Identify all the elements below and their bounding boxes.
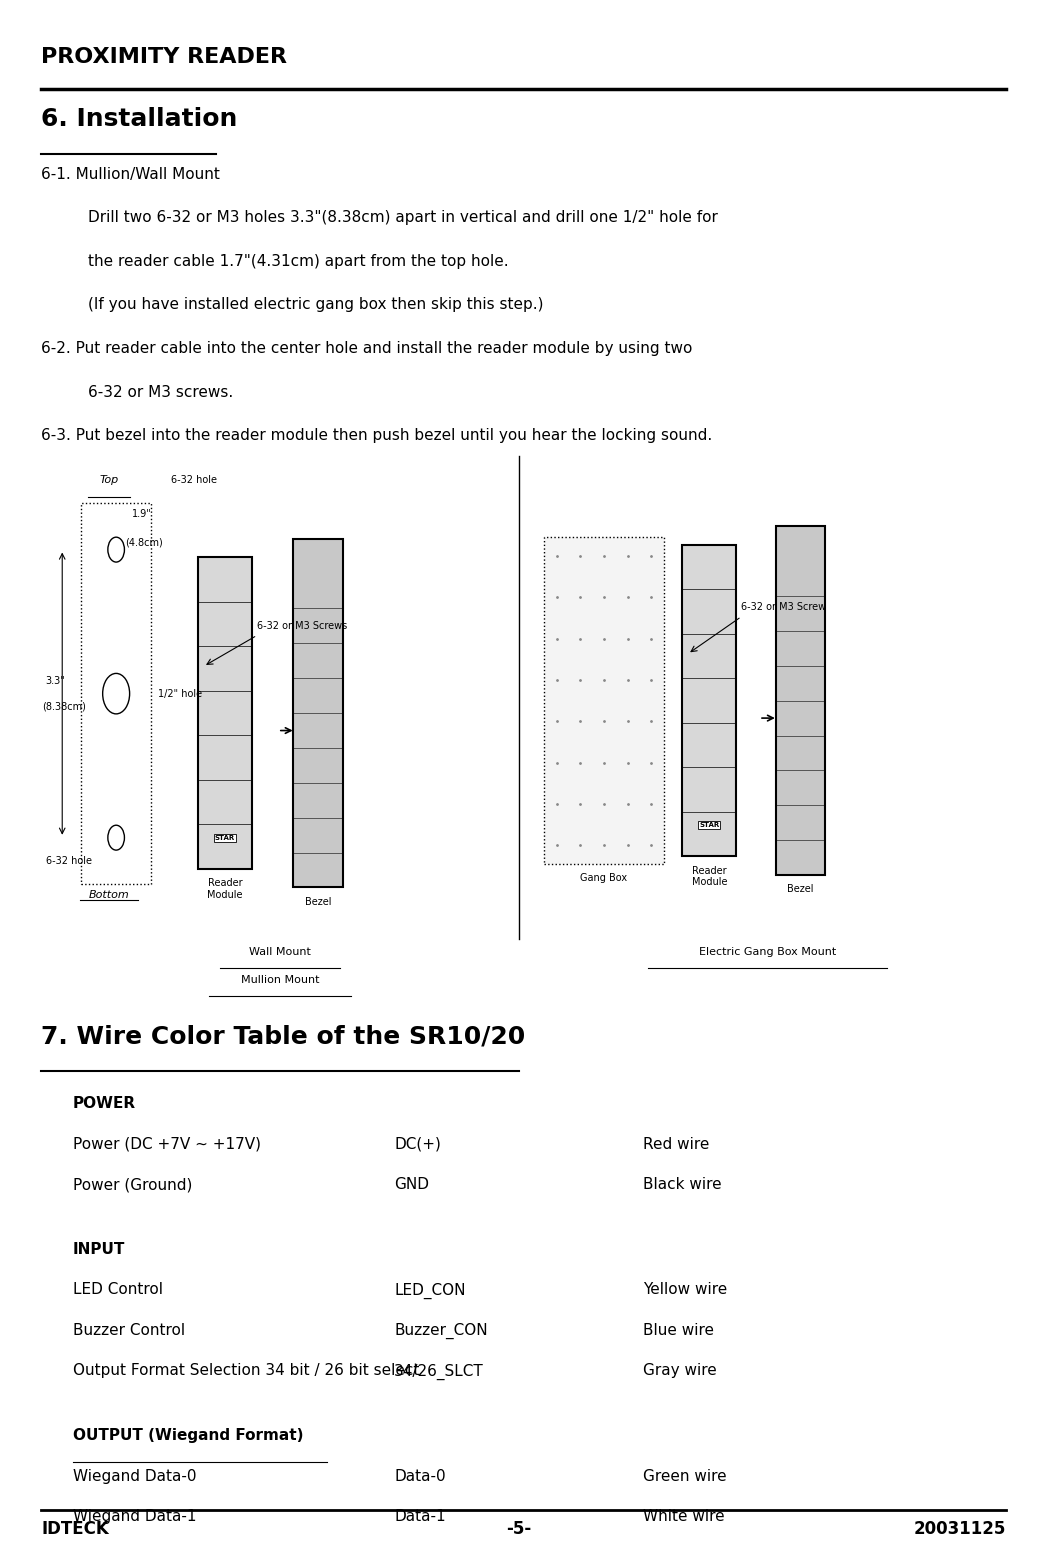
Text: 6-3. Put bezel into the reader module then push bezel until you hear the locking: 6-3. Put bezel into the reader module th… [41, 428, 712, 444]
Text: 1/2" hole: 1/2" hole [158, 688, 202, 699]
Text: Wiegand Data-0: Wiegand Data-0 [73, 1468, 196, 1484]
Text: Output Format Selection 34 bit / 26 bit select: Output Format Selection 34 bit / 26 bit … [73, 1364, 419, 1378]
Text: Black wire: Black wire [643, 1177, 722, 1193]
Text: OUTPUT (Wiegand Format): OUTPUT (Wiegand Format) [73, 1428, 303, 1443]
Text: (If you have installed electric gang box then skip this step.): (If you have installed electric gang box… [88, 297, 543, 313]
Text: Electric Gang Box Mount: Electric Gang Box Mount [699, 947, 836, 956]
Bar [198, 557, 252, 869]
Text: Bezel: Bezel [305, 897, 332, 906]
Text: STAR: STAR [215, 835, 235, 841]
Text: -5-: -5- [506, 1520, 531, 1538]
Bar [682, 545, 736, 856]
Text: Buzzer_CON: Buzzer_CON [394, 1323, 487, 1339]
Text: Reader
Module: Reader Module [207, 878, 243, 900]
Text: Bottom: Bottom [88, 891, 130, 900]
Bar [776, 526, 825, 875]
Text: IDTECK: IDTECK [41, 1520, 109, 1538]
Text: Wiegand Data-1: Wiegand Data-1 [73, 1509, 196, 1524]
Text: Data-1: Data-1 [394, 1509, 446, 1524]
Text: Power (DC +7V ~ +17V): Power (DC +7V ~ +17V) [73, 1137, 260, 1152]
Text: 6-32 hole: 6-32 hole [171, 475, 217, 484]
Bar [293, 539, 343, 887]
Text: Power (Ground): Power (Ground) [73, 1177, 192, 1193]
Bar [544, 537, 664, 864]
Text: Bezel: Bezel [787, 884, 814, 894]
Text: 1.9": 1.9" [132, 509, 151, 518]
Bar [81, 503, 151, 884]
Text: Data-0: Data-0 [394, 1468, 446, 1484]
Text: the reader cable 1.7"(4.31cm) apart from the top hole.: the reader cable 1.7"(4.31cm) apart from… [88, 254, 509, 269]
Text: 6-32 or M3 Screws: 6-32 or M3 Screws [257, 621, 347, 631]
Text: 3.3": 3.3" [46, 676, 65, 687]
Text: INPUT: INPUT [73, 1242, 125, 1256]
Text: 6-32 or M3 screws.: 6-32 or M3 screws. [88, 385, 233, 400]
Text: GND: GND [394, 1177, 429, 1193]
Text: PROXIMITY READER: PROXIMITY READER [41, 47, 287, 67]
Text: DC(+): DC(+) [394, 1137, 441, 1152]
Text: White wire: White wire [643, 1509, 725, 1524]
Text: Buzzer Control: Buzzer Control [73, 1323, 185, 1337]
Text: 34/26_SLCT: 34/26_SLCT [394, 1364, 484, 1380]
Text: 20031125: 20031125 [914, 1520, 1006, 1538]
Text: Gray wire: Gray wire [643, 1364, 717, 1378]
Text: LED_CON: LED_CON [394, 1283, 466, 1299]
Text: Top: Top [100, 475, 118, 484]
Text: Wall Mount: Wall Mount [249, 947, 311, 956]
Text: Gang Box: Gang Box [581, 873, 627, 883]
Text: 7. Wire Color Table of the SR10/20: 7. Wire Color Table of the SR10/20 [41, 1025, 526, 1048]
Text: (8.38cm): (8.38cm) [43, 702, 86, 712]
Text: (4.8cm): (4.8cm) [125, 537, 163, 547]
Text: 6. Installation: 6. Installation [41, 107, 237, 131]
Text: Green wire: Green wire [643, 1468, 727, 1484]
Text: 6-32 or M3 Screw: 6-32 or M3 Screw [741, 603, 826, 612]
Text: POWER: POWER [73, 1096, 136, 1112]
Text: STAR: STAR [699, 822, 720, 828]
Text: 6-1. Mullion/Wall Mount: 6-1. Mullion/Wall Mount [41, 167, 220, 182]
Text: LED Control: LED Control [73, 1283, 163, 1297]
Text: Blue wire: Blue wire [643, 1323, 713, 1337]
Text: Reader
Module: Reader Module [692, 866, 727, 887]
Text: Mullion Mount: Mullion Mount [241, 975, 319, 984]
Text: 6-2. Put reader cable into the center hole and install the reader module by usin: 6-2. Put reader cable into the center ho… [41, 341, 693, 357]
Text: Yellow wire: Yellow wire [643, 1283, 727, 1297]
Text: Red wire: Red wire [643, 1137, 709, 1152]
Text: 6-32 hole: 6-32 hole [46, 856, 91, 866]
Text: Drill two 6-32 or M3 holes 3.3"(8.38cm) apart in vertical and drill one 1/2" hol: Drill two 6-32 or M3 holes 3.3"(8.38cm) … [88, 210, 718, 226]
